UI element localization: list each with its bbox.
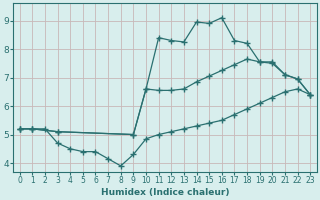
X-axis label: Humidex (Indice chaleur): Humidex (Indice chaleur) — [101, 188, 229, 197]
